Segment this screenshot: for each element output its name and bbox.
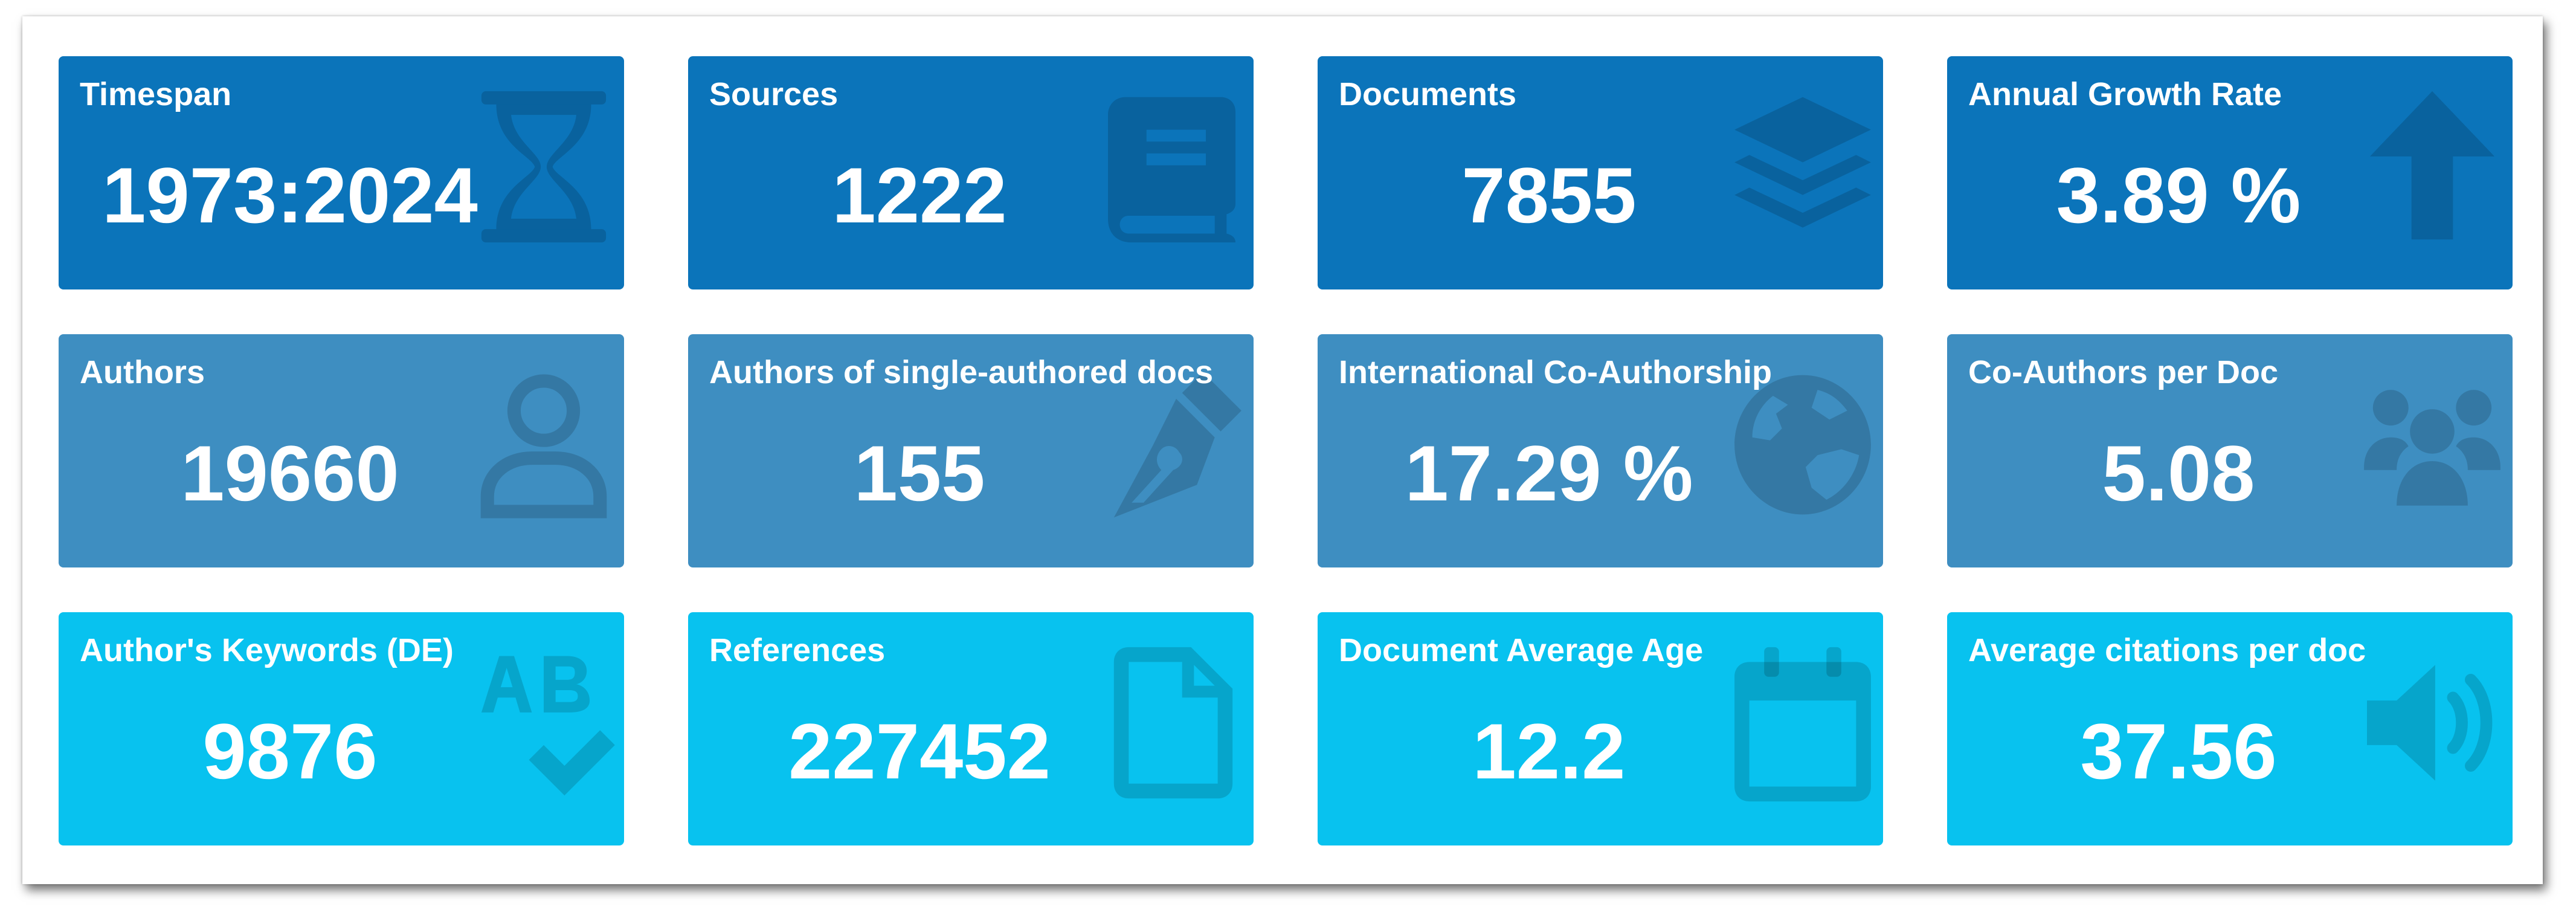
infobox-label: Documents [1339,76,1517,112]
info-boxes-panel: Timespan 1973:2024 Sources 1222 Document… [22,16,2543,884]
infobox-value: 19660 [181,429,399,517]
infobox-value: 5.08 [2102,429,2255,517]
infobox-authors: Authors 19660 [59,334,624,567]
file-icon [1098,641,1249,804]
infobox-label: Author's Keywords (DE) [80,632,454,668]
infobox-value: 12.2 [1472,707,1626,795]
infobox-annual-growth-rate: Annual Growth Rate 3.89 % [1947,56,2513,289]
infobox-value: 9876 [202,707,378,795]
infobox-label: Authors of single-authored docs [709,354,1214,390]
infobox-label: Document Average Age [1339,632,1704,668]
infobox-label: Annual Growth Rate [1968,76,2282,112]
infobox-label: Average citations per doc [1968,632,2366,668]
infobox-documents: Documents 7855 [1318,56,1883,289]
infobox-sources: Sources 1222 [688,56,1254,289]
infobox-references: References 227452 [688,612,1254,845]
book-icon [1098,85,1249,248]
infobox-label: Co-Authors per Doc [1968,354,2278,390]
infobox-average-citations: Average citations per doc 37.56 [1947,612,2513,845]
infobox-international-co-authorship: International Co-Authorship 17.29 % [1318,334,1883,567]
pen-nib-icon [1098,363,1249,526]
infobox-label: International Co-Authorship [1339,354,1772,390]
user-icon [468,363,619,526]
infobox-single-authored: Authors of single-authored docs 155 [688,334,1254,567]
users-icon [2357,363,2508,526]
infobox-label: References [709,632,886,668]
spell-check-icon [468,641,619,804]
infobox-value: 17.29 % [1405,429,1693,517]
volume-icon [2357,641,2508,804]
infobox-value: 1973:2024 [102,151,478,239]
infobox-timespan: Timespan 1973:2024 [59,56,624,289]
infobox-value: 3.89 % [2056,151,2301,239]
infobox-value: 7855 [1461,151,1637,239]
infobox-value: 227452 [788,707,1051,795]
infobox-authors-keywords: Author's Keywords (DE) 9876 [59,612,624,845]
infobox-label: Timespan [80,76,232,112]
info-boxes-grid: Timespan 1973:2024 Sources 1222 Document… [22,16,2543,884]
infobox-co-authors-per-doc: Co-Authors per Doc 5.08 [1947,334,2513,567]
layers-icon [1727,85,1878,248]
infobox-value: 1222 [832,151,1007,239]
calendar-icon [1727,641,1878,804]
infobox-document-average-age: Document Average Age 12.2 [1318,612,1883,845]
globe-icon [1727,363,1878,526]
hourglass-icon [468,85,619,248]
infobox-label: Sources [709,76,839,112]
arrow-up-icon [2357,85,2508,248]
infobox-label: Authors [80,354,205,390]
infobox-value: 155 [854,429,985,517]
infobox-value: 37.56 [2080,707,2277,795]
